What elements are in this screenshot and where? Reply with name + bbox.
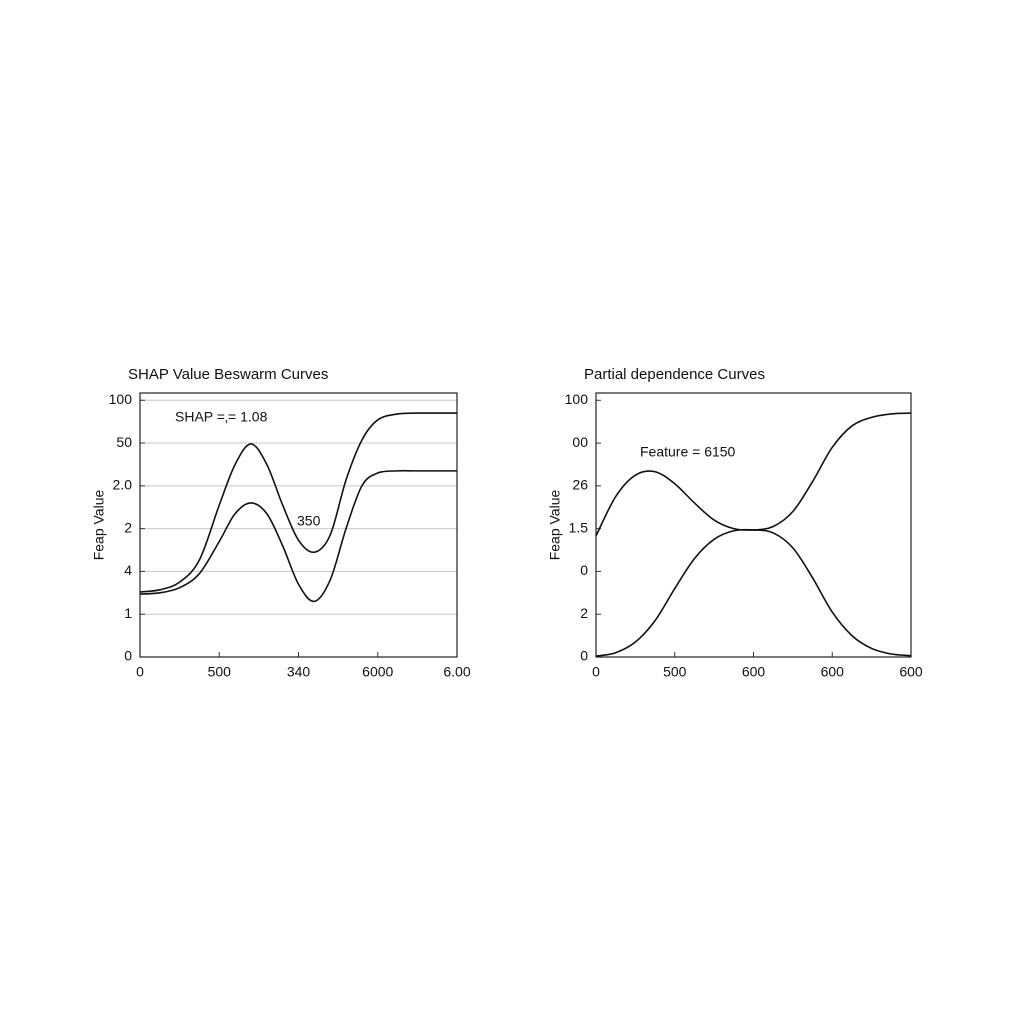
line-series <box>139 412 458 593</box>
y-tick-label: 0 <box>124 648 132 664</box>
x-tick-label: 600 <box>742 664 766 680</box>
y-tick-label: 50 <box>116 434 132 450</box>
x-tick-label: 6.00 <box>443 664 470 680</box>
x-tick-label: 6000 <box>362 664 393 680</box>
x-tick-label: 500 <box>208 664 232 680</box>
y-tick-label: 100 <box>565 391 589 407</box>
x-tick-label: 340 <box>287 664 311 680</box>
line-series <box>139 469 457 603</box>
y-tick-label: 1.5 <box>569 519 589 535</box>
y-tick-label: 4 <box>124 562 132 578</box>
annotation: 350 <box>297 513 321 529</box>
y-tick-label: 0 <box>580 648 588 664</box>
x-tick-label: 600 <box>821 664 845 680</box>
y-axis-label: Feap Value <box>91 490 107 561</box>
x-tick-label: 500 <box>663 664 687 680</box>
y-tick-label: 2 <box>580 605 588 621</box>
y-tick-label: 100 <box>109 391 133 407</box>
y-axis-label: Feap Value <box>547 490 563 561</box>
y-tick-label: 00 <box>572 434 588 450</box>
y-tick-label: 26 <box>572 477 588 493</box>
x-tick-label: 0 <box>592 664 600 680</box>
y-tick-label: 0 <box>580 562 588 578</box>
annotation: Feature = 6150 <box>640 444 736 460</box>
line-series <box>595 528 912 657</box>
y-tick-label: 2 <box>124 519 132 535</box>
chart-title: SHAP Value Beswarm Curves <box>128 366 328 383</box>
line-series <box>595 412 912 537</box>
plot-frame <box>139 392 458 658</box>
x-tick-label: 600 <box>899 664 923 680</box>
x-tick-label: 0 <box>136 664 144 680</box>
y-tick-label: 2.0 <box>113 477 133 493</box>
plot-frame <box>595 392 912 658</box>
y-tick-label: 1 <box>124 605 132 621</box>
chart-title: Partial dependence Curves <box>584 366 765 383</box>
annotation: SHAP =‚= 1.08 <box>175 409 268 425</box>
